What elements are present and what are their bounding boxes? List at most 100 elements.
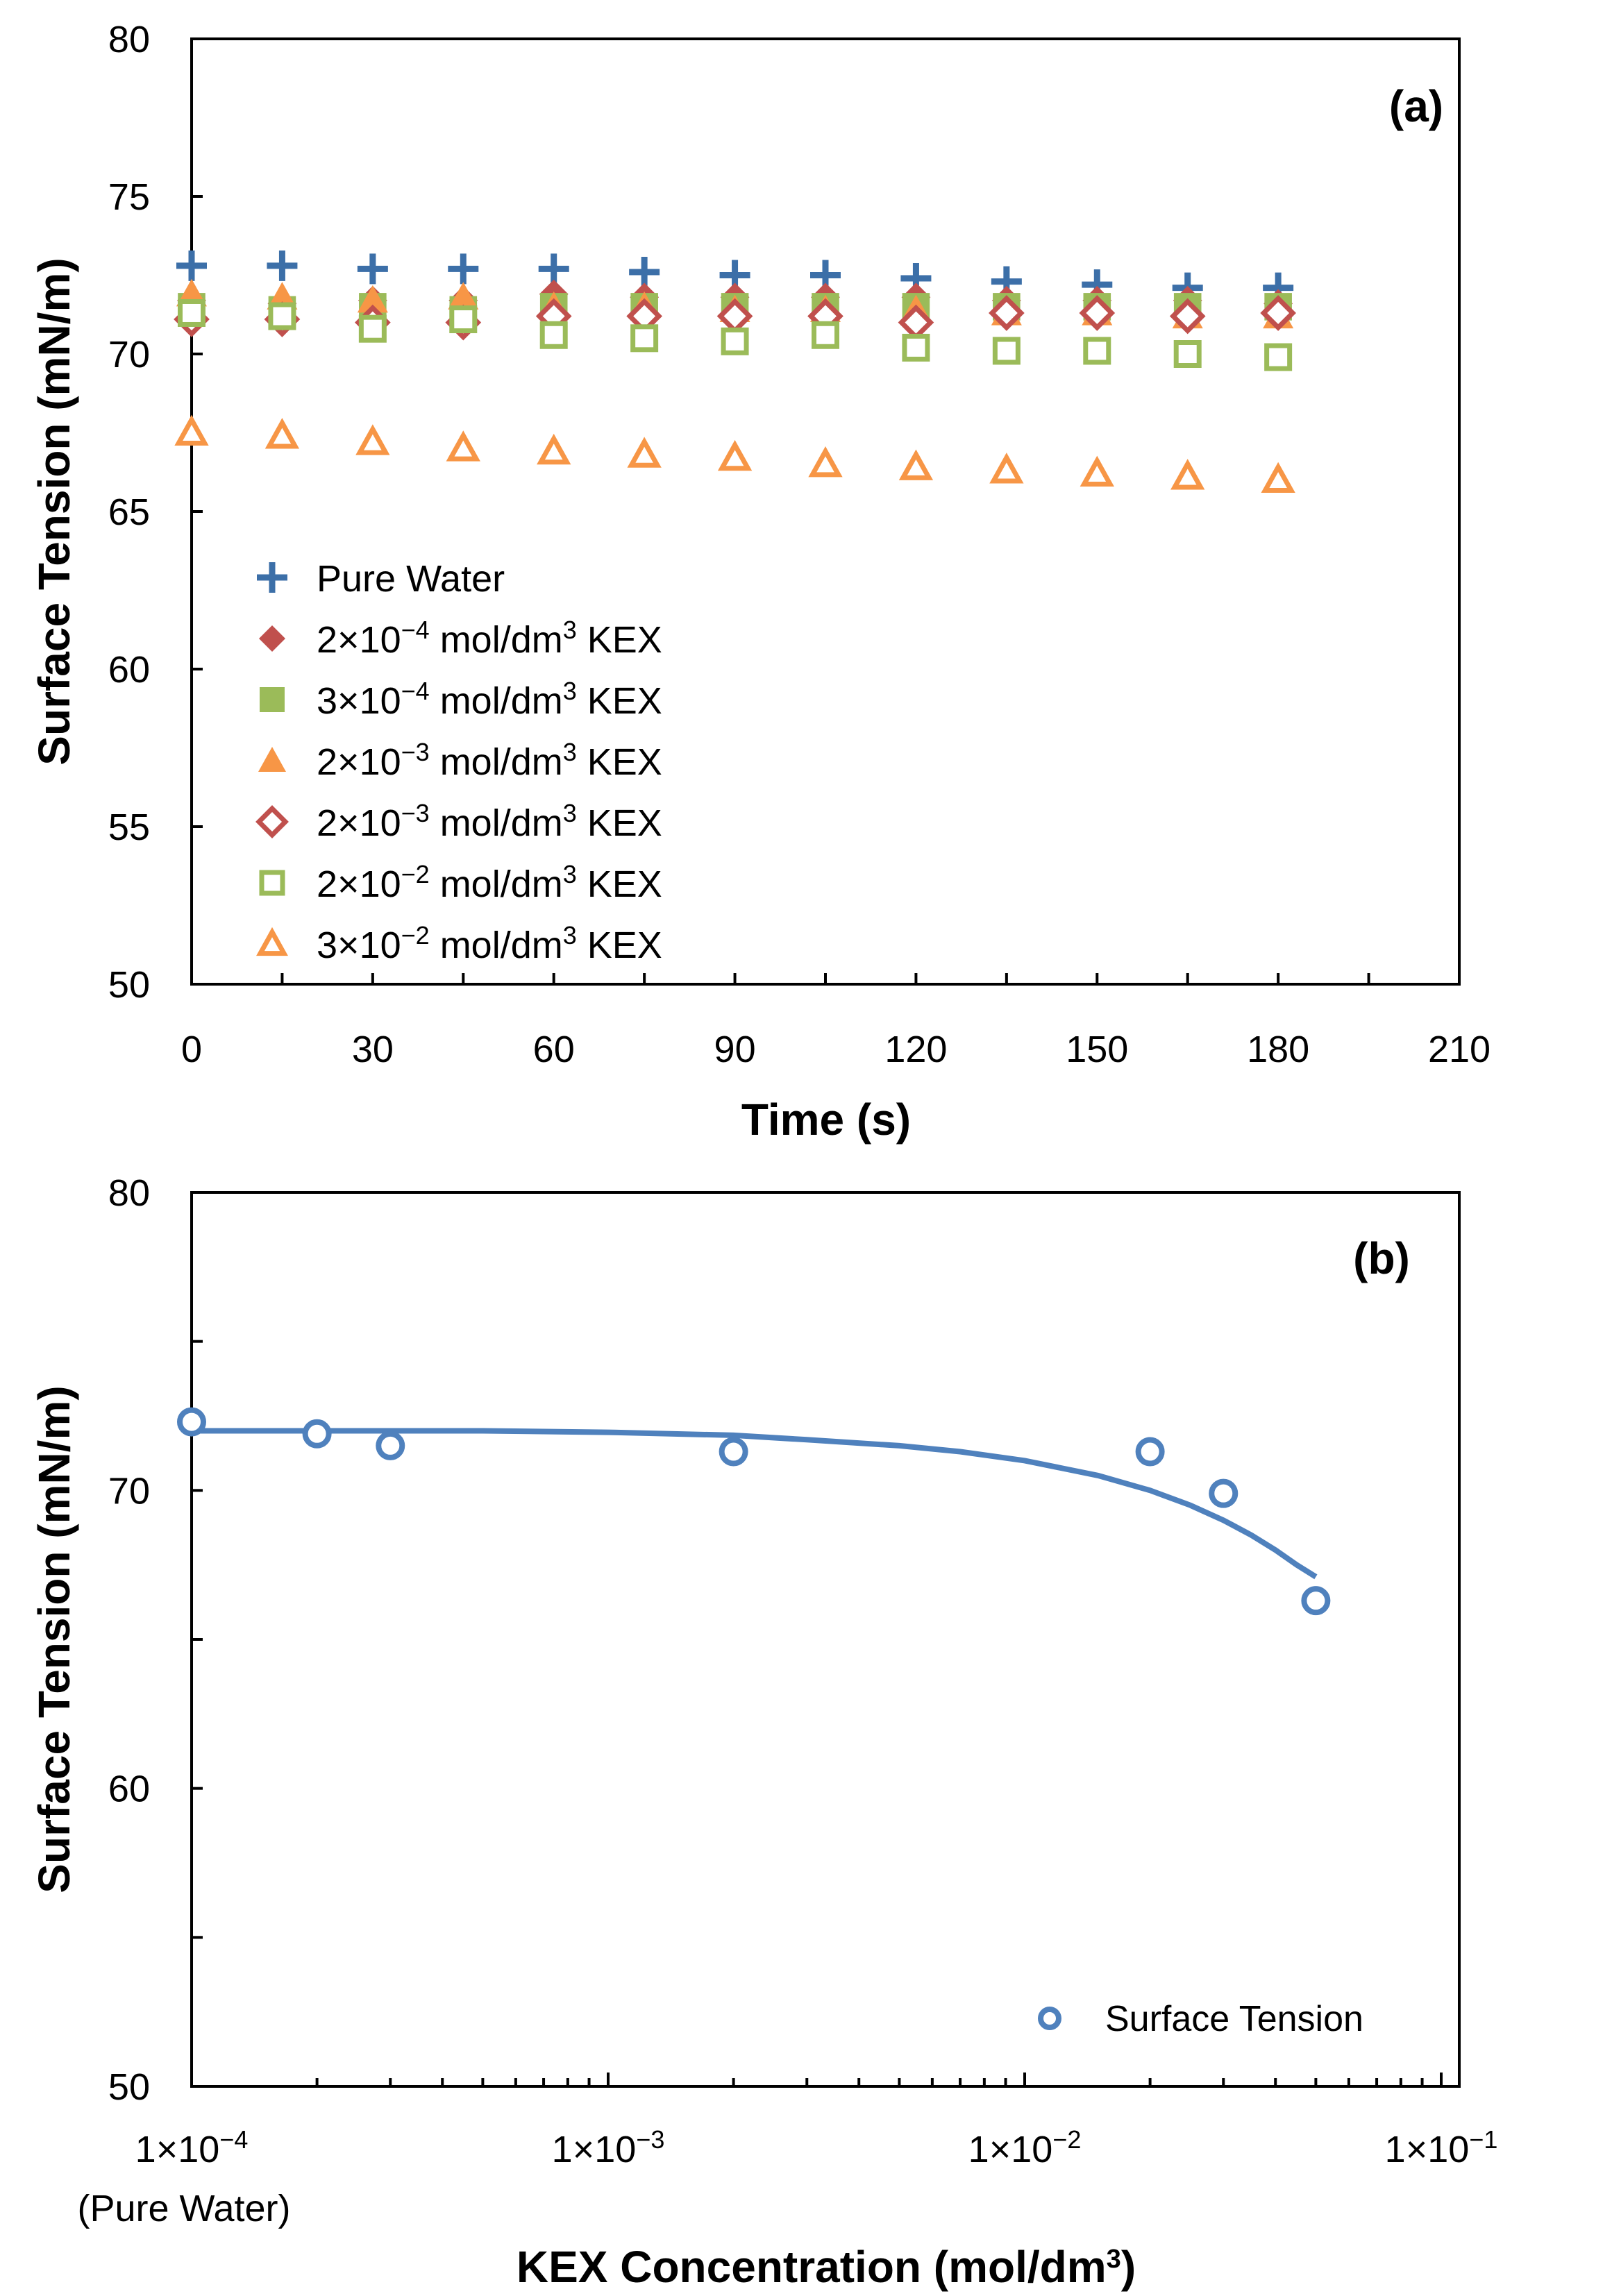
panel-a-data-point (1264, 343, 1293, 371)
panel-a-legend-label: 2×10−2 mol/dm3 KEX (317, 860, 662, 906)
panel-b-x-tick-label-exp: −1 (1469, 2125, 1497, 2154)
panel-a-legend-label-part: mol/dm (430, 863, 563, 905)
panel-a-y-ticks: 50 55 60 65 70 75 80 (108, 19, 203, 1006)
panel-a-y-tick-label: 55 (108, 807, 150, 848)
panel-a-y-tick-label: 60 (108, 649, 150, 691)
panel-a-data-point (448, 253, 479, 285)
panel-a-x-tick-label: 90 (714, 1029, 756, 1070)
panel-b-x-tick-label-exp: −4 (219, 2125, 248, 2154)
panel-b-x-axis-title-main: KEX Concentration (mol/dm (517, 2242, 1107, 2292)
panel-a-data-point (1169, 298, 1206, 335)
panel-b-x-tick-label-base: 1×10 (552, 2129, 637, 2170)
panel-b-x-axis-title-sup: 3 (1107, 2245, 1121, 2274)
panel-a-data-point (357, 253, 388, 285)
panel-a-legend-label-part: KEX (577, 925, 662, 966)
panel-a-legend-label-part: mol/dm (430, 925, 563, 966)
panel-a-data-point (1173, 340, 1202, 368)
panel-a-legend-label: Pure Water (317, 558, 505, 600)
panel-a-legend-label-part: −3 (401, 738, 430, 766)
panel-a-data-point (1083, 337, 1111, 365)
panel-a-legend-label-part: 2×10 (317, 802, 401, 844)
panel-a-x-tick-label: 30 (352, 1029, 394, 1070)
panel-a-x-ticks: 0 30 60 90 120 150 180 210 (181, 973, 1491, 1070)
panel-a-legend-label-part: 2×10 (317, 863, 401, 905)
panel-b-y-tick-label: 80 (108, 1172, 150, 1214)
panel-a-legend-label-part: 3 (563, 738, 577, 766)
panel-b-data-point (376, 1430, 405, 1460)
panel-a-legend-label: 3×10−4 mol/dm3 KEX (317, 677, 662, 723)
panel-b-plot-frame (190, 1191, 1461, 2088)
panel-a-y-tick-label: 70 (108, 334, 150, 375)
panel-a-data-point (178, 298, 205, 327)
panel-a-data-point (989, 295, 1025, 331)
panel-a-data-point (721, 327, 749, 355)
panel-a-legend-label-part: mol/dm (430, 619, 563, 661)
panel-a-y-axis-title: Surface Tension (mN/m) (29, 258, 79, 765)
panel-a-legend-label-part: −4 (401, 616, 430, 644)
panel-a-data-point (1261, 462, 1295, 493)
panel-a-data-point (176, 250, 207, 281)
panel-a-legend-label-part: KEX (577, 680, 662, 722)
panel-a-legend-marker (259, 870, 285, 896)
panel-a-y-tick-label: 75 (108, 176, 150, 218)
panel-a-label: (a) (1389, 81, 1443, 131)
panel-b-x-ticks: 1×10−4 1×10−3 1×10−2 1×10−1 (135, 2073, 1497, 2171)
panel-a-legend-label-part: 2×10 (317, 619, 401, 661)
panel-a-data-point (449, 305, 478, 334)
panel-a-data-point (1080, 455, 1114, 487)
panel-a-legend-label: 2×10−3 mol/dm3 KEX (317, 738, 662, 784)
panel-a-legend-marker (258, 747, 286, 772)
panel-b-data-point (719, 1437, 748, 1467)
panel-a-data-point (989, 453, 1024, 484)
panel-a-legend-label-part: 3×10 (317, 680, 401, 722)
panel-a-x-tick-label: 150 (1066, 1029, 1128, 1070)
panel-b-x-tick-label-base: 1×10 (135, 2129, 220, 2170)
panel-a-legend-label-part: KEX (577, 802, 662, 844)
panel-a-legend-marker (255, 805, 289, 838)
panel-b-y-ticks: 50 60 70 80 (108, 1172, 203, 2108)
panel-a-data-point (808, 446, 843, 478)
panel-a-data-point (1260, 295, 1296, 331)
panel-a-legend-marker (260, 687, 285, 712)
panel-a-legend-label-part: KEX (577, 619, 662, 661)
panel-a-data-point (355, 424, 390, 455)
panel-a-data-point (174, 414, 209, 446)
panel-a-data-point (448, 282, 479, 310)
panel-a-data-point (898, 449, 934, 480)
panel-a-data-point (265, 418, 300, 449)
panel-b-legend-marker (1038, 2007, 1061, 2030)
panel-a-legend-label-part: 3 (563, 677, 577, 705)
panel-b-legend-label: Surface Tension (1105, 1999, 1363, 2039)
panel-b-fit-line (192, 1428, 1318, 1580)
panel-a-legend-label-part: −2 (401, 921, 430, 949)
panel-a-data-point (630, 324, 659, 353)
panel-b-data-point (302, 1419, 332, 1449)
panel-a-x-axis-title: Time (s) (741, 1095, 911, 1145)
panel-b-x-tick-label-base: 1×10 (1385, 2129, 1470, 2170)
panel-b-x-tick-label-exp: −3 (636, 2125, 664, 2154)
panel-a-data-point (358, 314, 387, 343)
panel-a-series-6 (174, 414, 1295, 493)
panel-a-legend-label-part: 2×10 (317, 741, 401, 783)
panel-a-legend-label-part: 3×10 (317, 925, 401, 966)
panel-a-legend-label-part: −4 (401, 677, 430, 705)
panel-b-x-tick-label: 1×10−3 (552, 2125, 665, 2171)
panel-a-data-point (812, 321, 839, 349)
panel-a-legend-marker (259, 625, 285, 652)
panel-a-data-point (446, 430, 480, 462)
panel-a-legend-label-part: −3 (401, 799, 430, 827)
panel-a-data-point (357, 285, 388, 313)
panel-a-legend-label-part: Pure Water (317, 558, 505, 600)
panel-a-x-tick-label: 210 (1428, 1029, 1491, 1070)
panel-a-data-points (174, 250, 1296, 493)
panel-a-x-tick-label: 0 (181, 1029, 202, 1070)
panel-a-legend-label-part: −2 (401, 860, 430, 888)
panel-a-legend-marker (256, 927, 288, 956)
panel-b-data-point (177, 1407, 206, 1437)
panel-a-legend-label-part: 3 (563, 616, 577, 644)
panel-a-data-point (902, 333, 930, 362)
panel-a-data-point (627, 437, 662, 468)
panel-b-legend: Surface Tension (1038, 1999, 1363, 2039)
